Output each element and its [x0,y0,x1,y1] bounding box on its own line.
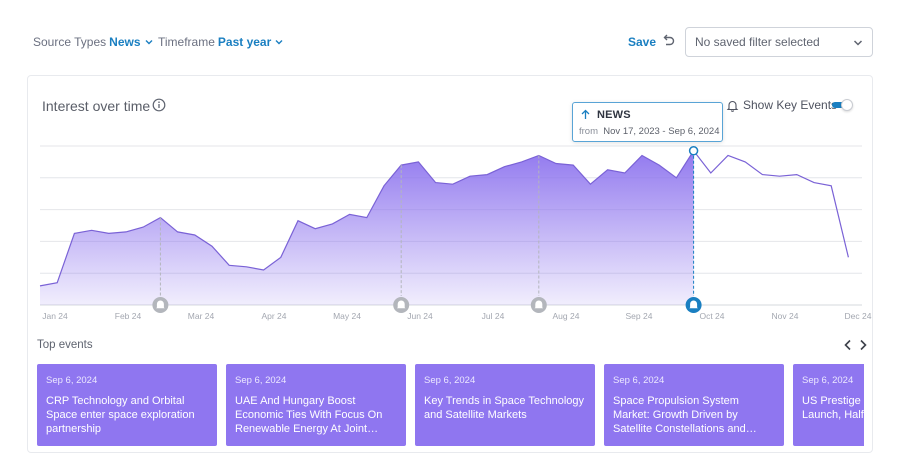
chevron-down-icon [853,40,863,46]
tooltip-from: from [579,126,598,137]
event-card[interactable]: Sep 6, 2024 Key Trends in Space Technolog… [415,364,595,446]
save-button[interactable]: Save [628,35,657,49]
tooltip-range: from Nov 17, 2023 - Sep 6, 2024 [579,126,719,137]
bell-icon [534,300,544,309]
interest-over-time-card: Interest over time Show Key Events Jan 2… [27,75,873,453]
x-tick-label: Jan 24 [42,311,68,321]
tooltip-date-range: Nov 17, 2023 - Sep 6, 2024 [603,126,720,137]
saved-filter-select[interactable]: No saved filter selected [685,27,873,57]
event-title: US Prestige a… US Moon Lan… Launch, Half… [802,395,864,421]
event-card[interactable]: Sep 6, 2024 UAE And Hungary Boost Economi… [226,364,406,446]
top-events-heading: Top events [37,339,93,351]
x-tick-label: Aug 24 [553,311,580,321]
undo-icon[interactable] [660,33,676,49]
chevron-right-icon[interactable] [857,338,869,352]
selected-point [688,146,699,156]
timeframe-filter[interactable]: Timeframe Past year [158,35,284,49]
chart-tooltip: NEWS from Nov 17, 2023 - Sep 6, 2024 [572,102,723,142]
bell-icon [156,300,165,309]
event-title: Space Propulsion System Market: Growth D… [613,395,757,435]
interest-chart[interactable]: Jan 24 Feb 24 Mar 24 Apr 24 May 24 Jun 24 Jul … [28,76,874,334]
event-date: Sep 6, 2024 [802,375,854,386]
x-tick-label: Dec 24 [845,311,872,321]
event-card[interactable]: Sep 6, 2024 Space Propulsion System Marke… [604,364,784,446]
card-title: Interest over time [42,98,151,114]
event-title: CRP Technology and Orbital Space enter s… [46,395,195,435]
bell-icon [396,300,406,309]
event-date: Sep 6, 2024 [613,375,665,386]
event-title: Key Trends in Space Technology and Satel… [424,395,585,421]
source-types-label: Source Types [33,35,107,49]
x-tick-label: May 24 [333,311,361,321]
x-tick-label: Jun 24 [407,311,433,321]
source-types-filter[interactable]: Source Types News [33,35,154,49]
x-tick-label: Jul 24 [482,311,505,321]
event-title: UAE And Hungary Boost Economic Ties With… [235,395,383,435]
event-date: Sep 6, 2024 [46,375,98,386]
x-tick-label: Nov 24 [772,311,799,321]
toggle-knob [841,99,853,111]
event-card[interactable]: Sep 6, 2024 CRP Technology and Orbital Sp… [37,364,217,446]
x-tick-label: Mar 24 [188,311,215,321]
chevron-down-icon [145,40,153,45]
series-line [39,149,849,287]
source-types-value: News [109,35,141,49]
area-fill [40,150,694,305]
x-tick-label: Apr 24 [261,311,286,321]
timeframe-value: Past year [217,35,272,49]
arrow-up-icon [581,109,590,119]
event-date: Sep 6, 2024 [235,375,287,386]
bell-icon [726,100,739,112]
top-events-list: Sep 6, 2024 CRP Technology and Orbital Sp… [37,364,864,446]
tooltip-label: NEWS [597,109,631,121]
show-key-events-toggle[interactable] [832,99,854,111]
event-card[interactable]: Sep 6, 2024 US Prestige a… US Moon Lan… L… [793,364,864,446]
filter-toolbar: Source Types News Timeframe Past year Sa… [0,0,900,75]
saved-filter-value: No saved filter selected [695,35,820,49]
bell-icon [689,300,698,309]
x-tick-label: Sep 24 [626,311,653,321]
timeframe-label: Timeframe [158,35,215,49]
x-tick-label: Feb 24 [115,311,142,321]
chevron-left-icon[interactable] [842,338,854,352]
show-key-events: Show Key Events [726,98,837,112]
info-icon[interactable] [152,98,166,112]
show-key-events-label: Show Key Events [743,98,838,112]
x-tick-label: Oct 24 [699,311,724,321]
chevron-down-icon [275,40,283,45]
event-date: Sep 6, 2024 [424,375,476,386]
